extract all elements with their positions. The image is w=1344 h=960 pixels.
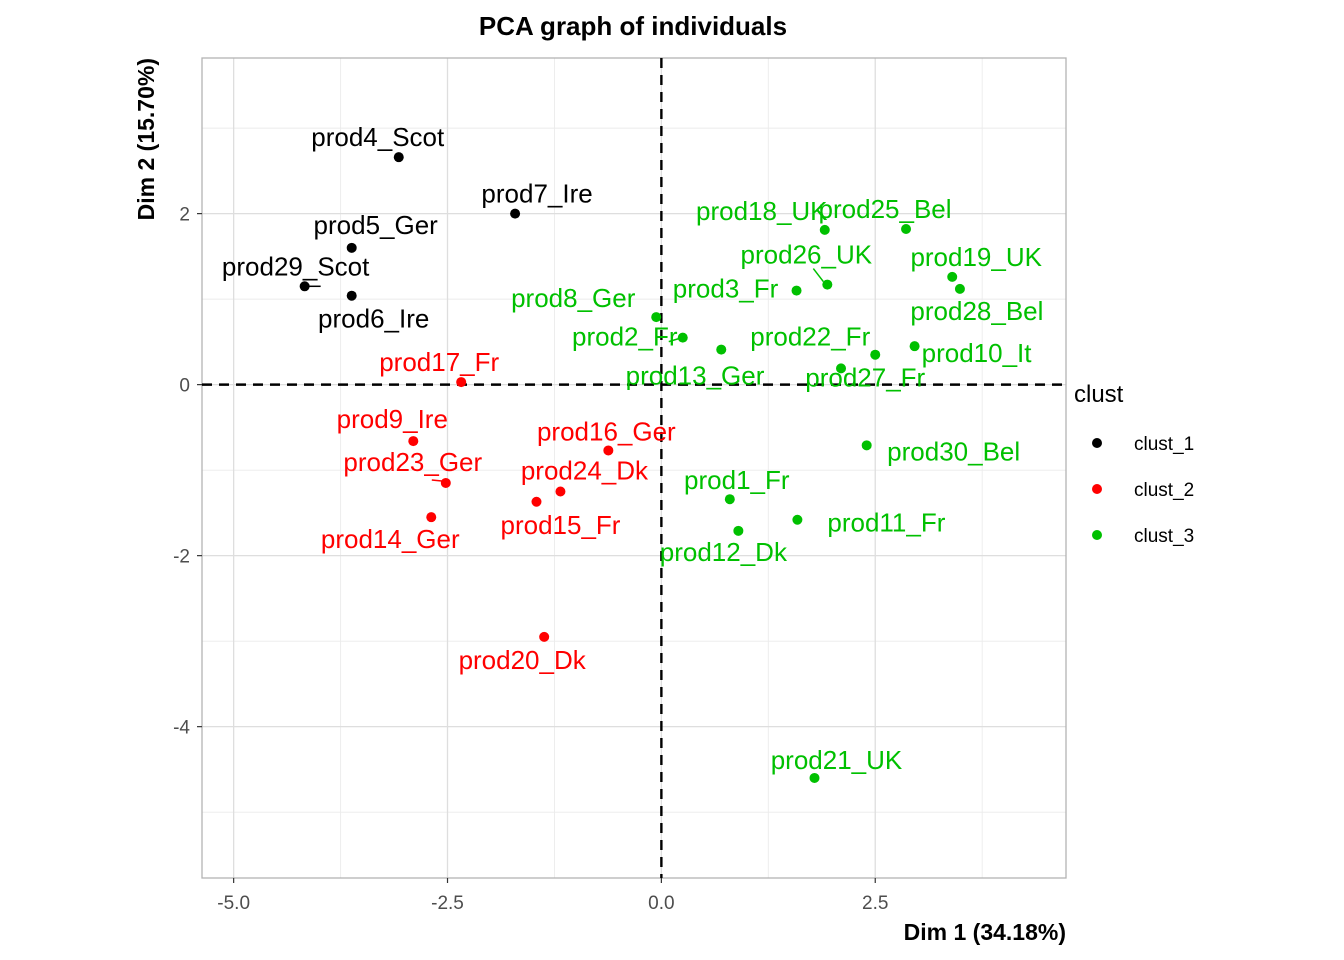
legend-label: clust_2 <box>1134 480 1194 501</box>
legend: clust clust_1 clust_2 clust_3 <box>1074 381 1194 547</box>
point-label: prod16_Ger <box>537 416 676 446</box>
legend-label: clust_1 <box>1134 434 1194 455</box>
data-point-prod23-ger <box>440 477 451 488</box>
data-point-prod27-fr <box>870 349 881 360</box>
data-point-prod11-fr <box>792 514 803 525</box>
point-label: prod20_Dk <box>459 645 587 675</box>
data-point-prod18-uk <box>819 224 830 235</box>
data-point-prod9-ire <box>408 436 419 447</box>
point-label: prod24_Dk <box>521 456 649 486</box>
data-point-prod14-ger <box>426 512 437 523</box>
point-label: prod19_UK <box>910 242 1042 272</box>
data-point-prod17-fr <box>456 377 467 388</box>
legend-key-clust-1 <box>1092 438 1102 448</box>
legend-key-clust-2 <box>1092 484 1102 494</box>
data-point-prod3-fr <box>791 285 802 296</box>
data-point-prod29-scot <box>299 281 310 292</box>
point-label: prod4_Scot <box>311 122 445 152</box>
data-point-prod12-dk <box>733 525 744 536</box>
point-label: prod27_Fr <box>805 363 925 393</box>
point-label: prod21_UK <box>771 745 903 775</box>
point-label: prod13_Ger <box>626 360 765 390</box>
data-point-prod20-dk <box>539 631 550 642</box>
x-axis-title: Dim 1 (34.18%) <box>904 919 1066 945</box>
point-label: prod3_Fr <box>673 274 779 304</box>
point-label: prod8_Ger <box>511 283 636 313</box>
x-tick-label: -5.0 <box>217 893 250 914</box>
label-leader-line <box>812 268 824 283</box>
data-point-prod4-scot <box>393 152 404 163</box>
y-axis-title: Dim 2 (15.70%) <box>133 58 159 220</box>
data-point-prod8-ger <box>651 312 662 323</box>
point-label: prod2_Fr <box>572 322 678 352</box>
data-point-prod28-bel <box>954 283 965 294</box>
data-point-prod2-fr <box>677 332 688 343</box>
point-label: prod29_Scot <box>222 251 370 281</box>
point-label: prod18_UK <box>696 196 828 226</box>
point-label: prod22_Fr <box>750 322 870 352</box>
data-point-prod5-ger <box>346 242 357 253</box>
data-point-prod15-fr <box>531 496 542 507</box>
y-tick-label: 2 <box>179 205 190 226</box>
plot-panel-border <box>201 57 1067 879</box>
data-point-prod26-uk <box>822 279 833 290</box>
point-label: prod17_Fr <box>379 347 499 377</box>
data-point-prod13-ger <box>836 363 847 374</box>
label-leader-line <box>431 479 442 482</box>
point-label: prod15_Fr <box>500 510 620 540</box>
chart-title: PCA graph of individuals <box>479 11 787 41</box>
label-leader-line <box>668 337 679 343</box>
point-label: prod6_Ire <box>318 304 429 334</box>
point-label: prod12_Dk <box>660 537 788 567</box>
point-label: prod5_Ger <box>314 210 439 240</box>
legend-title: clust <box>1074 381 1124 408</box>
y-axis-ticks: -4 -2 0 2 <box>173 205 202 739</box>
data-point-prod22-fr <box>716 344 727 355</box>
data-points: prod4_Scotprod7_Ireprod5_Gerprod29_Scotp… <box>222 122 1043 783</box>
y-tick-label: -2 <box>173 547 190 568</box>
point-label: prod25_Bel <box>819 194 952 224</box>
legend-label: clust_3 <box>1134 526 1194 547</box>
data-point-prod6-ire <box>346 290 357 301</box>
data-point-prod1-fr <box>724 494 735 505</box>
data-point-prod16-ger <box>603 445 614 456</box>
data-point-prod21-uk <box>809 772 820 783</box>
point-label: prod23_Ger <box>343 447 482 477</box>
point-label: prod10_It <box>922 338 1033 368</box>
point-label: prod9_Ire <box>337 404 448 434</box>
x-tick-label: 2.5 <box>862 893 888 914</box>
data-point-prod30-bel <box>861 440 872 451</box>
x-axis-ticks: -5.0 -2.5 0.0 2.5 <box>217 878 888 914</box>
point-label: prod30_Bel <box>887 436 1020 466</box>
point-label: prod7_Ire <box>481 179 592 209</box>
y-tick-label: -4 <box>173 718 190 739</box>
data-point-prod10-it <box>909 341 920 352</box>
legend-key-clust-3 <box>1092 530 1102 540</box>
x-tick-label: 0.0 <box>648 893 674 914</box>
y-tick-label: 0 <box>179 376 190 397</box>
data-point-prod7-ire <box>510 208 521 219</box>
point-label: prod28_Bel <box>910 296 1043 326</box>
point-label: prod14_Ger <box>321 524 460 554</box>
data-point-prod24-dk <box>555 486 566 497</box>
data-point-prod25-bel <box>901 224 912 235</box>
data-point-prod19-uk <box>947 271 958 282</box>
x-tick-label: -2.5 <box>431 893 464 914</box>
point-label: prod11_Fr <box>827 508 945 538</box>
point-label: prod1_Fr <box>684 465 790 495</box>
point-label: prod26_UK <box>741 240 873 270</box>
reference-lines <box>202 58 1066 878</box>
